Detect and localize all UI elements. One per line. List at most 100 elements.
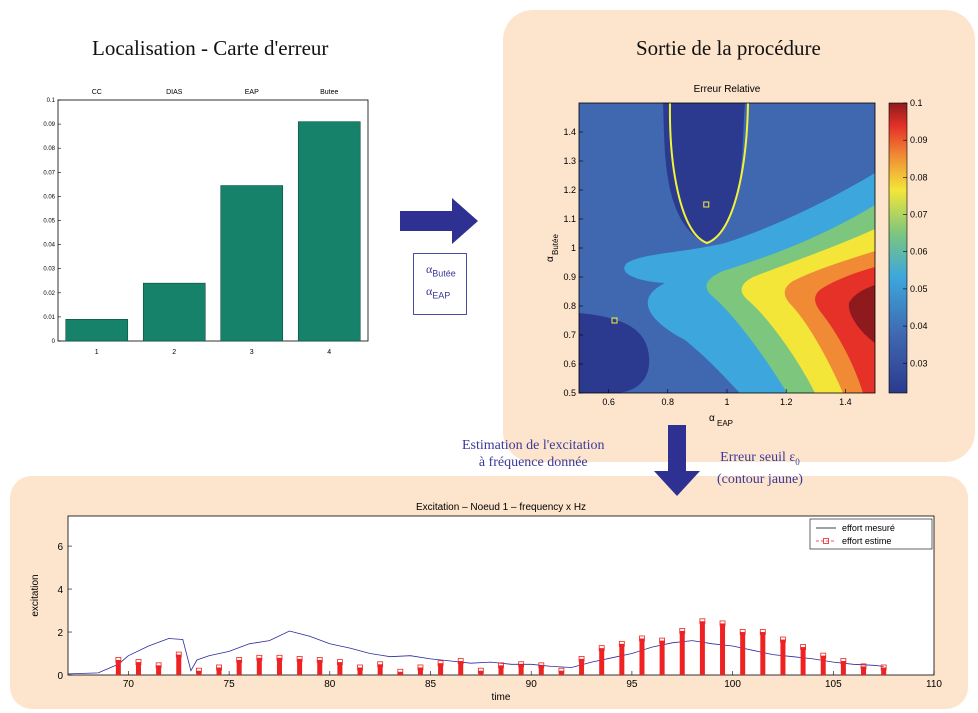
excitation-xtick-label: 110: [926, 679, 942, 690]
down-arrow-icon: [654, 425, 700, 496]
bar-4: [297, 121, 361, 342]
bar-ytick-label: 0.03: [43, 267, 55, 273]
estimated-marker: [598, 645, 605, 652]
param-sub-butee: Butée: [432, 268, 456, 279]
contour-xtick-label: 1.4: [839, 397, 852, 407]
bar-ytick-label: 0.07: [43, 170, 55, 176]
estimated-marker: [276, 654, 283, 661]
excitation-ytick-label: 6: [57, 542, 63, 553]
bar-ytick-label: 0.02: [43, 291, 55, 297]
bar-3: [220, 185, 284, 342]
estimated-bar: [659, 640, 665, 675]
annotation-right-subscript: 0: [795, 456, 800, 467]
estimated-bar: [397, 671, 403, 675]
colorbar-tick-label: 0.09: [910, 135, 928, 145]
bar-xtick-label: 2: [172, 349, 176, 355]
bar-ytick-label: 0.09: [43, 122, 55, 128]
estimated-bar: [176, 654, 182, 675]
estimated-bar: [619, 643, 625, 675]
contour-ytick-label: 0.5: [563, 388, 576, 398]
bar-xtick-label: 4: [327, 349, 331, 355]
contour-xtick-label: 1.2: [780, 397, 793, 407]
excitation-line-chart: Excitation – Noeud 1 – frequency x Hz 70 7…: [30, 502, 942, 703]
contour-low-bottom-left: [579, 313, 650, 393]
excitation-xlabel: time: [492, 692, 511, 703]
estimated-marker: [357, 664, 363, 671]
bar-ytick-label: 0.06: [43, 194, 55, 200]
estimated-bar: [840, 661, 846, 675]
estimated-marker: [820, 652, 827, 659]
bar-ytick-label: 0.01: [43, 315, 55, 321]
excitation-plot-frame: [67, 515, 935, 676]
optimum-marker: [611, 317, 618, 324]
excitation-xtick-label: 70: [123, 679, 135, 690]
estimated-bar: [861, 666, 867, 675]
estimated-marker: [196, 667, 202, 674]
estimated-bar: [377, 664, 383, 675]
estimated-marker: [578, 655, 585, 662]
estimated-bar: [800, 647, 806, 675]
estimated-bar: [820, 655, 826, 675]
estimated-bar: [599, 648, 605, 675]
bar-ytick-label: 0.1: [47, 98, 56, 104]
estimated-marker: [699, 618, 706, 625]
estimated-bar: [256, 657, 262, 675]
estimated-bar: [236, 659, 242, 675]
estimated-marker: [175, 651, 182, 658]
estimated-bar: [679, 630, 685, 675]
contour-ytick-label: 1.3: [563, 156, 576, 166]
estimated-marker: [377, 661, 384, 668]
estimated-marker: [216, 664, 222, 671]
estimated-marker: [457, 658, 464, 664]
estimated-marker: [336, 659, 343, 666]
estimated-marker: [437, 660, 444, 667]
contour-xtick-label: 1: [724, 397, 729, 407]
excitation-xtick-label: 100: [724, 679, 741, 690]
bar-top-label: EAP: [245, 89, 259, 96]
estimated-marker: [296, 655, 303, 662]
excitation-title: Excitation – Noeud 1 – frequency x Hz: [416, 502, 586, 513]
estimated-marker: [256, 654, 263, 661]
optimum-marker: [703, 201, 710, 208]
estimated-bar: [216, 667, 222, 675]
contour-level-darkred: [848, 285, 875, 343]
estimated-bar: [317, 659, 323, 675]
estimated-marker: [477, 667, 484, 674]
estimated-marker: [679, 628, 686, 634]
estimated-marker: [498, 662, 504, 669]
bar-top-label: DIAS: [166, 89, 183, 96]
estimated-bar: [518, 664, 524, 675]
contour-title: Erreur Relative: [694, 84, 761, 95]
contour-xtick-label: 0.8: [662, 397, 675, 407]
estimated-marker: [115, 657, 122, 663]
estimated-bar: [357, 667, 363, 675]
excitation-xtick-label: 75: [224, 679, 236, 690]
contour-xtick-label: 0.6: [602, 397, 615, 407]
estimated-bar: [699, 621, 705, 675]
estimated-marker: [639, 635, 645, 642]
estimated-bar: [760, 632, 766, 675]
colorbar-tick-label: 0.03: [910, 358, 928, 368]
contour-ylabel-group: αButée: [545, 234, 560, 262]
estimated-marker: [780, 636, 786, 643]
bar-top-label: CC: [92, 89, 102, 96]
excitation-legend: [809, 518, 933, 550]
colorbar-tick-label: 0.06: [910, 247, 928, 257]
estimated-marker: [397, 668, 404, 675]
legend-estimated-marker: [823, 538, 829, 544]
excitation-estimation-annotation: Estimation de l'excitation à fréquence d…: [462, 437, 605, 471]
excitation-xtick-label: 105: [825, 679, 842, 690]
contour-ytick-label: 1: [571, 243, 576, 253]
estimated-bar: [156, 665, 162, 675]
bar-ytick-label: 0: [52, 339, 56, 345]
excitation-xtick-label: 90: [526, 679, 538, 690]
estimated-marker: [659, 637, 666, 644]
estimated-marker: [155, 662, 162, 669]
estimated-bar: [135, 662, 141, 675]
colorbar-tick-label: 0.07: [910, 210, 928, 220]
estimated-bar: [579, 658, 585, 675]
excitation-ytick-label: 4: [57, 585, 63, 596]
estimated-bar: [276, 657, 282, 675]
estimated-marker: [135, 659, 142, 666]
excitation-ytick-label: 2: [57, 628, 63, 639]
